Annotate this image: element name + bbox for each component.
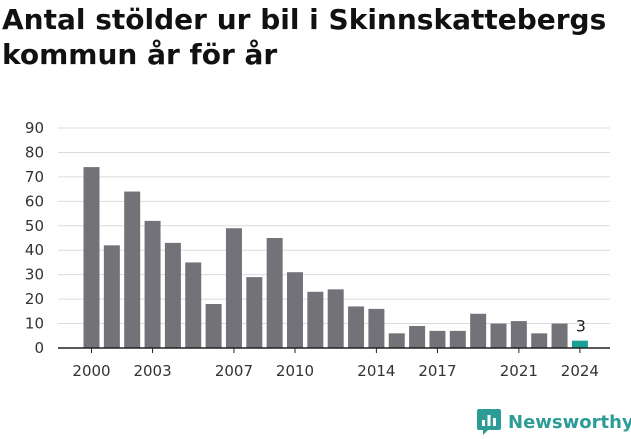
bar-2003 bbox=[144, 220, 161, 348]
bar-2019 bbox=[470, 313, 487, 348]
x-tick-label: 2017 bbox=[418, 362, 456, 380]
y-tick-label: 50 bbox=[25, 217, 44, 235]
bar-2011 bbox=[307, 291, 324, 348]
bar-2008 bbox=[246, 277, 263, 348]
y-tick-label: 10 bbox=[25, 315, 44, 333]
y-tick-label: 70 bbox=[25, 168, 44, 186]
x-tick-label: 2003 bbox=[133, 362, 171, 380]
bar-2023 bbox=[551, 323, 568, 348]
bar-2021 bbox=[510, 321, 527, 348]
bar-2002 bbox=[124, 191, 141, 348]
y-tick-label: 20 bbox=[25, 290, 44, 308]
brand-logo: Newsworthy bbox=[476, 406, 631, 438]
bar-2000 bbox=[83, 167, 100, 348]
bar-chart: 0 10 20 30 40 50 60 70 80 90 2000 2003 2007 2010 2014 2… bbox=[25, 119, 610, 380]
bar-2017 bbox=[429, 330, 446, 348]
x-tick-label: 2014 bbox=[357, 362, 395, 380]
bar-2013 bbox=[348, 306, 365, 348]
bar-2001 bbox=[103, 245, 120, 348]
bar-2010 bbox=[287, 272, 303, 348]
brand-name: Newsworthy bbox=[508, 411, 631, 433]
bar-2007 bbox=[225, 228, 242, 348]
y-tick-label: 30 bbox=[25, 266, 44, 284]
x-tick-label: 2010 bbox=[276, 362, 314, 380]
y-tick-label: 40 bbox=[25, 241, 44, 259]
x-tick-label: 2007 bbox=[215, 362, 253, 380]
bar-2014 bbox=[368, 308, 385, 348]
y-tick-label: 0 bbox=[34, 339, 44, 357]
bar-2006 bbox=[205, 304, 222, 348]
bar-2004 bbox=[164, 242, 181, 348]
x-tick-label: 2021 bbox=[500, 362, 538, 380]
data-label: 3 bbox=[576, 317, 586, 336]
bar-2016 bbox=[409, 326, 426, 348]
chart-title: Antal stölder ur bil i Skinnskattebergs … bbox=[2, 3, 607, 71]
x-tick-label: 2024 bbox=[561, 362, 599, 380]
bar-2024 bbox=[571, 340, 588, 348]
x-tick-label: 2000 bbox=[72, 362, 110, 380]
bar-2005 bbox=[185, 262, 202, 348]
y-tick-label: 80 bbox=[25, 143, 44, 161]
newsworthy-logo-icon bbox=[477, 409, 501, 435]
bar-2018 bbox=[449, 330, 466, 348]
bar-2015 bbox=[388, 333, 405, 348]
bar-2012 bbox=[327, 289, 344, 348]
bar-2020 bbox=[490, 323, 507, 348]
y-tick-label: 90 bbox=[25, 119, 44, 137]
bar-2022 bbox=[531, 333, 548, 348]
bar-2009 bbox=[266, 238, 283, 348]
y-tick-label: 60 bbox=[25, 192, 44, 210]
